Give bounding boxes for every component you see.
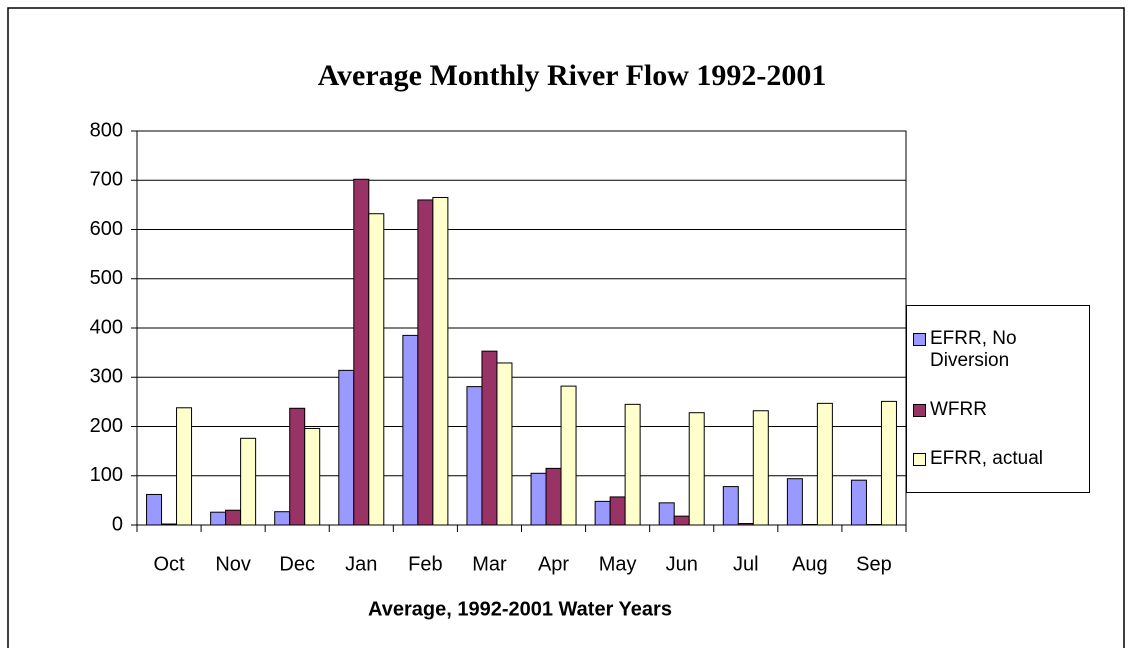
bar <box>353 178 370 526</box>
bar <box>752 410 769 526</box>
chart-border <box>7 7 1125 648</box>
legend-label: EFRR, actual <box>930 448 1043 470</box>
y-tick-label: 700 <box>90 169 123 191</box>
bar <box>466 386 483 526</box>
y-tick-label: 800 <box>90 119 123 141</box>
bar <box>304 427 321 526</box>
x-tick-label: Jan <box>345 553 377 575</box>
bar <box>594 500 611 526</box>
bar <box>786 478 803 526</box>
bar <box>880 400 897 526</box>
x-tick-label: Oct <box>153 553 185 575</box>
bar <box>673 515 690 526</box>
legend-swatch <box>913 403 926 417</box>
bar <box>816 402 833 526</box>
x-tick-label: Mar <box>472 553 507 575</box>
x-tick-label: Nov <box>215 553 251 575</box>
legend-swatch <box>913 453 926 467</box>
bar <box>432 196 449 526</box>
chart-title: Average Monthly River Flow 1992-2001 <box>318 59 827 92</box>
legend-label: WFRR <box>930 398 987 420</box>
bar <box>417 199 434 526</box>
y-tick-label: 100 <box>90 464 123 486</box>
y-tick-label: 0 <box>112 513 123 535</box>
x-tick-label: Feb <box>408 553 442 575</box>
legend: EFRR, No Diversion WFRR EFRR, actual <box>906 305 1090 493</box>
x-tick-label: May <box>599 553 637 575</box>
x-tick-label: Jun <box>666 553 698 575</box>
bar <box>274 511 291 526</box>
legend-swatch <box>913 332 926 346</box>
bar <box>624 403 641 526</box>
x-tick-label: Sep <box>856 553 892 575</box>
x-tick-label: Apr <box>538 553 569 575</box>
bar <box>722 486 739 526</box>
bar <box>850 479 867 526</box>
bar <box>496 362 513 526</box>
bar <box>481 350 498 526</box>
bar <box>658 502 675 526</box>
bar <box>368 213 385 526</box>
y-tick-label: 500 <box>90 267 123 289</box>
x-tick-label: Dec <box>279 553 315 575</box>
legend-entry: EFRR, No Diversion <box>913 328 1083 372</box>
bar <box>609 496 626 526</box>
legend-entry: EFRR, actual <box>913 448 1083 470</box>
bar <box>240 437 257 526</box>
bar <box>146 493 163 526</box>
bar <box>530 472 547 526</box>
bar <box>210 511 227 526</box>
bar <box>225 509 242 526</box>
bar <box>176 407 193 526</box>
legend-entry: WFRR <box>913 399 1083 421</box>
x-axis-title: Average, 1992-2001 Water Years <box>368 598 672 620</box>
bar <box>402 334 419 526</box>
y-tick-label: 400 <box>90 316 123 338</box>
bar <box>545 467 562 526</box>
x-tick-label: Aug <box>792 553 828 575</box>
y-tick-label: 600 <box>90 218 123 240</box>
bar <box>289 407 306 526</box>
bar <box>161 523 178 526</box>
legend-label: EFRR, No Diversion <box>930 327 1017 371</box>
y-tick-label: 200 <box>90 415 123 437</box>
bar <box>737 523 754 526</box>
bar <box>560 385 577 526</box>
y-tick-label: 300 <box>90 366 123 388</box>
bar <box>338 369 355 526</box>
x-tick-label: Jul <box>733 553 759 575</box>
bar <box>688 412 705 526</box>
